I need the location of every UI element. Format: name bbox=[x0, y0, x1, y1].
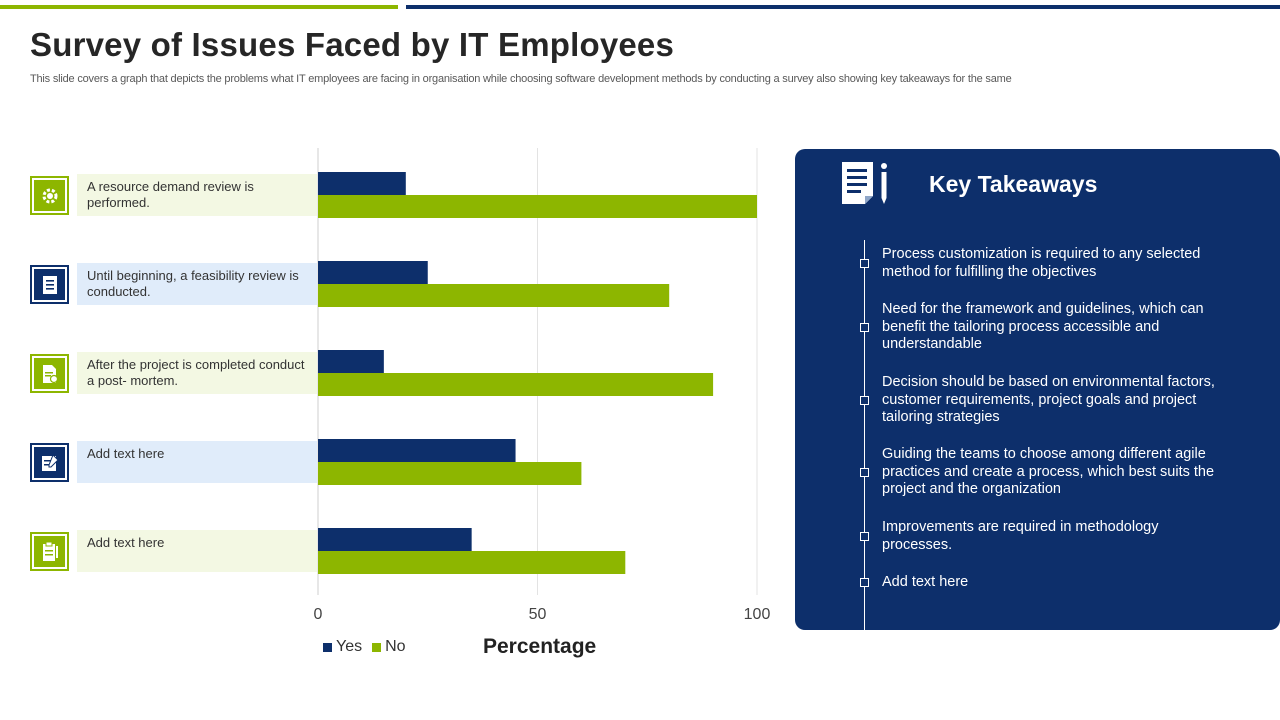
document-check-icon bbox=[30, 354, 69, 393]
legend-swatch-no bbox=[372, 642, 382, 652]
row-label: After the project is completed conduct a… bbox=[77, 352, 317, 394]
legend-item-no: No bbox=[372, 638, 406, 656]
key-takeaways-panel bbox=[795, 149, 1280, 630]
x-tick-label: 100 bbox=[744, 606, 771, 623]
legend-swatch-yes bbox=[323, 642, 332, 652]
bar-chart: 0 50 100 bbox=[314, 148, 771, 623]
chart-legend: Yes No bbox=[323, 638, 416, 656]
top-accent-bar-green bbox=[0, 5, 398, 9]
legend-label-no: No bbox=[385, 638, 406, 655]
bar-no bbox=[318, 195, 757, 218]
timeline-marker bbox=[860, 323, 869, 332]
bar-yes bbox=[318, 350, 384, 373]
key-takeaways-title: Key Takeaways bbox=[929, 171, 1098, 197]
clipboard-icon bbox=[30, 532, 69, 571]
bar-yes bbox=[318, 528, 472, 551]
row-label: Add text here bbox=[77, 441, 317, 483]
checklist-pen-icon bbox=[30, 443, 69, 482]
timeline-marker bbox=[860, 259, 869, 268]
clipboard-list-icon bbox=[30, 265, 69, 304]
row-label: A resource demand review is performed. bbox=[77, 174, 317, 216]
timeline-marker bbox=[860, 578, 869, 587]
gear-people-icon bbox=[30, 176, 69, 215]
document-info-icon bbox=[842, 162, 887, 204]
legend-item-yes: Yes bbox=[323, 638, 362, 656]
bar-no bbox=[318, 462, 582, 485]
takeaway-item: Process customization is required to any… bbox=[882, 246, 1201, 280]
timeline-line bbox=[864, 240, 865, 630]
x-tick-label: 50 bbox=[529, 606, 547, 623]
top-accent-bar-navy bbox=[406, 5, 1280, 9]
takeaway-item: Decision should be based on environmenta… bbox=[882, 374, 1215, 425]
page-title: Survey of Issues Faced by IT Employees bbox=[30, 26, 675, 63]
takeaway-item: Improvements are required in methodology… bbox=[882, 519, 1159, 553]
timeline-marker bbox=[860, 396, 869, 405]
takeaway-item: Need for the framework and guidelines, w… bbox=[882, 301, 1204, 352]
bar-no bbox=[318, 284, 670, 307]
row-label: Add text here bbox=[77, 530, 317, 572]
legend-label-yes: Yes bbox=[336, 638, 363, 655]
row-label: Until beginning, a feasibility review is… bbox=[77, 263, 317, 305]
timeline-marker bbox=[860, 468, 869, 477]
takeaway-item: Guiding the teams to choose among differ… bbox=[882, 446, 1215, 497]
bar-yes bbox=[318, 261, 428, 284]
bar-no bbox=[318, 551, 626, 574]
takeaway-item: Add text here bbox=[882, 574, 969, 590]
bar-no bbox=[318, 373, 714, 396]
x-tick-label: 0 bbox=[314, 606, 323, 623]
x-axis-label: Percentage bbox=[483, 635, 597, 658]
timeline-marker bbox=[860, 532, 869, 541]
bar-yes bbox=[318, 439, 516, 462]
page-subtitle: This slide covers a graph that depicts t… bbox=[30, 73, 1012, 85]
bar-yes bbox=[318, 172, 406, 195]
